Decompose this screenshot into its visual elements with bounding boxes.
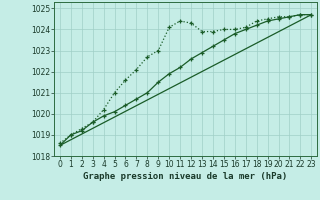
- X-axis label: Graphe pression niveau de la mer (hPa): Graphe pression niveau de la mer (hPa): [84, 172, 288, 181]
